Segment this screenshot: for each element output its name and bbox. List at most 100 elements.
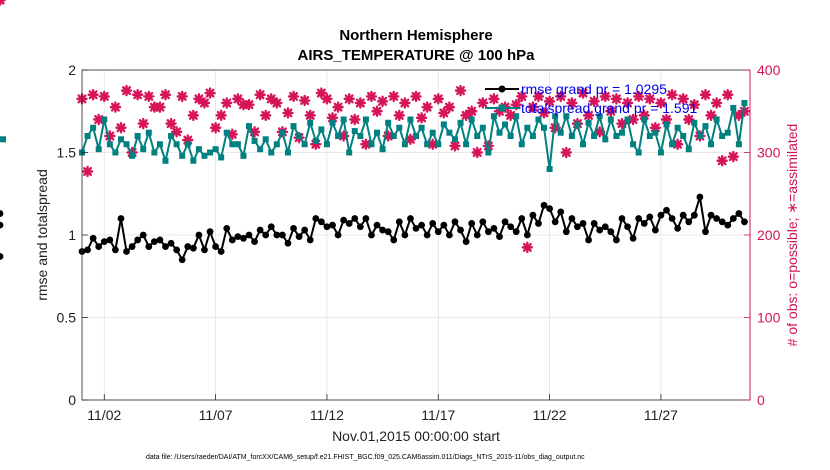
- y2-axis-label: # of obs: o=possible; ∗=assimilated: [784, 124, 800, 347]
- right-axis: 0 100 200 300 400: [744, 62, 781, 408]
- obs-point: [87, 89, 99, 101]
- obs-point: [371, 105, 383, 117]
- y2-tick-label: 200: [757, 227, 781, 243]
- legend-rmse-label: rmse grand pr = 1.0295: [521, 81, 667, 97]
- totalspread-point: [95, 146, 102, 153]
- rmse-point: [139, 231, 147, 239]
- rmse-point: [690, 211, 698, 219]
- totalspread-point: [435, 141, 442, 148]
- obs-point: [343, 93, 355, 105]
- obs-point: [438, 107, 450, 119]
- totalspread-point: [168, 133, 175, 139]
- x-tick-label: 11/27: [644, 407, 678, 423]
- obs-point: [226, 128, 239, 141]
- totalspread-point: [340, 116, 347, 123]
- obs-marker: [115, 122, 127, 134]
- obs-marker: [176, 90, 188, 103]
- obs-marker: [482, 140, 495, 152]
- totalspread-point: [151, 149, 158, 156]
- rmse-point: [557, 208, 565, 216]
- totalspread-point: [413, 133, 419, 139]
- rmse-point: [663, 206, 670, 214]
- totalspread-point: [106, 141, 113, 148]
- obs-marker: [705, 109, 717, 122]
- obs-point: [588, 95, 600, 108]
- obs-point: [432, 93, 444, 105]
- obs-marker: [343, 93, 355, 105]
- rmse-point: [585, 236, 592, 244]
- obs-marker: [298, 94, 311, 107]
- obs-marker: [209, 122, 222, 134]
- totalspread-point: [646, 133, 653, 139]
- totalspread-point: [735, 141, 742, 148]
- rmse-point: [301, 226, 309, 234]
- totalspread-point: [557, 129, 564, 136]
- rmse-point: [117, 215, 125, 222]
- rmse-point: [100, 238, 108, 246]
- totalspread-point: [719, 133, 726, 139]
- totalspread-point: [112, 149, 119, 156]
- rmse-point: [284, 239, 292, 247]
- totalspread-point: [518, 141, 525, 148]
- y-tick-label: 1: [68, 227, 76, 243]
- obs-point: [399, 97, 411, 109]
- y2-tick-label: 300: [757, 145, 781, 161]
- obs-marker: [710, 97, 723, 109]
- totalspread-point: [713, 116, 720, 123]
- totalspread-point: [568, 133, 575, 139]
- obs-marker: [555, 90, 567, 103]
- obs-marker: [120, 84, 133, 97]
- obs-marker: [271, 97, 283, 109]
- rmse-point: [512, 228, 520, 236]
- totalspread-point: [179, 152, 186, 159]
- totalspread-point: [574, 121, 581, 128]
- obs-marker: [716, 155, 728, 167]
- obs-marker: [410, 90, 422, 103]
- rmse-point: [702, 228, 709, 236]
- totalspread-point: [496, 129, 503, 136]
- totalspread-point: [529, 133, 536, 139]
- obs-point: [0, 0, 6, 6]
- obs-marker: [560, 146, 572, 159]
- legend-spread-label: totalspread grand pr = 1.591: [521, 100, 698, 116]
- rmse-point: [201, 246, 208, 254]
- obs-point: [120, 84, 133, 97]
- rmse-point: [484, 228, 492, 236]
- obs-marker: [232, 93, 244, 105]
- obs-marker: [543, 95, 556, 108]
- obs-point: [521, 241, 534, 254]
- rmse-point: [223, 225, 231, 232]
- obs-marker: [388, 90, 400, 103]
- obs-point: [599, 90, 611, 103]
- rmse-point: [713, 215, 720, 222]
- x-tick-label: 11/12: [310, 407, 344, 423]
- totalspread-point: [134, 133, 141, 139]
- obs-point: [699, 89, 712, 101]
- totalspread-point: [374, 129, 381, 136]
- obs-point: [510, 98, 522, 111]
- obs-marker: [582, 109, 595, 122]
- totalspread-point: [680, 133, 687, 139]
- obs-marker: [532, 90, 545, 103]
- rmse-point: [679, 211, 687, 219]
- totalspread-point: [368, 141, 375, 148]
- obs-point: [321, 93, 333, 105]
- obs-marker: [154, 101, 166, 113]
- totalspread-point: [474, 133, 481, 139]
- rmse-point: [340, 216, 348, 224]
- obs-marker: [421, 101, 433, 113]
- rmse-point: [629, 234, 637, 242]
- obs-marker: [722, 89, 734, 101]
- obs-point: [410, 90, 422, 103]
- obs-marker: [616, 117, 628, 130]
- totalspread-point: [195, 146, 202, 153]
- obs-marker: [465, 105, 478, 117]
- totalspread-point: [279, 129, 286, 136]
- obs-marker: [627, 113, 639, 126]
- obs-marker: [371, 105, 383, 117]
- obs-point: [282, 107, 294, 119]
- obs-point: [187, 109, 200, 122]
- totalspread-point: [457, 119, 464, 126]
- totalspread-point: [357, 133, 364, 139]
- obs-point: [594, 126, 606, 138]
